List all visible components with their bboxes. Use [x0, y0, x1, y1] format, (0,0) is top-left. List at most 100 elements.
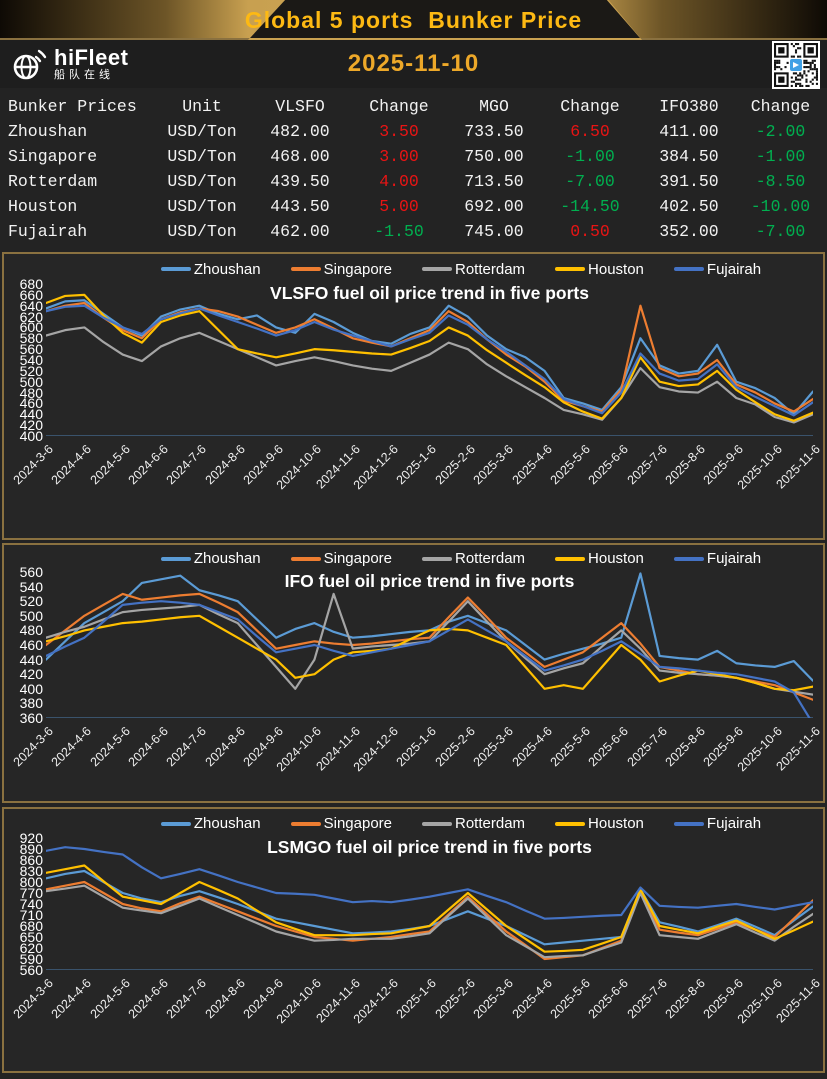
- y-tick-label: 500: [19, 373, 43, 390]
- y-tick-label: 560: [19, 962, 43, 978]
- price-cell: 462.00: [270, 222, 330, 241]
- y-tick-label: 680: [19, 918, 43, 934]
- legend-marker: [422, 556, 452, 561]
- x-tick-label: 2024-3-6: [10, 724, 56, 770]
- x-tick-label: 2025-8-6: [662, 442, 708, 488]
- change-cell: -1.50: [374, 222, 424, 241]
- y-tick-label: 460: [19, 395, 43, 412]
- x-tick-label: 2024-6-6: [125, 976, 171, 1022]
- price-cell: 745.00: [464, 222, 524, 241]
- x-tick-label: 2024-4-6: [48, 976, 95, 1022]
- column-header: Unit: [182, 97, 222, 116]
- legend-marker: [422, 821, 452, 826]
- y-tick-label: 560: [19, 564, 43, 580]
- change-cell: 4.00: [379, 172, 419, 191]
- page-title: Global 5 ports Bunker Price: [244, 7, 583, 33]
- chart-legend: Zhoushan Singapore Rotterdam Houston Fujaira…: [4, 545, 823, 572]
- legend-marker: [160, 556, 191, 561]
- chart-legend: Zhoushan Singapore Rotterdam Houston Fujaira…: [4, 254, 823, 284]
- x-tick-label: 2025-3-6: [470, 442, 517, 488]
- series-line-rotterdam: [46, 327, 813, 422]
- series-line-houston: [46, 865, 813, 951]
- subheader-bar: hiFleet 船队在线 2025-11-10: [0, 40, 827, 89]
- x-tick-label: 2025-6-6: [585, 976, 632, 1022]
- legend-label: Fujairah: [706, 260, 762, 278]
- y-tick-label: 830: [19, 863, 43, 879]
- chart-panel-ifo: Zhoushan Singapore Rotterdam Houston Fujaira…: [2, 543, 825, 803]
- legend-marker: [290, 821, 321, 826]
- x-tick-label: 2025-4-6: [509, 724, 555, 770]
- x-tick-label: 2025-5-6: [547, 724, 593, 770]
- legend-item-singapore: Singapore: [290, 550, 392, 567]
- legend-item-houston: Houston: [555, 550, 644, 567]
- x-tick-label: 2024-4-6: [48, 442, 95, 488]
- legend-item-houston: Houston: [555, 815, 644, 832]
- report-date: 2025-11-10: [347, 50, 480, 77]
- change-cell: -7.00: [755, 222, 806, 241]
- legend-item-singapore: Singapore: [290, 261, 392, 278]
- y-tick-label: 740: [19, 896, 43, 912]
- x-tick-label: 2024-7-6: [164, 442, 210, 488]
- series-line-fujairah: [46, 601, 813, 718]
- y-axis: 680 660 640 620 600 580 560 540 520 500 480 460 440 4…: [10, 277, 46, 443]
- y-tick-label: 890: [19, 841, 43, 857]
- price-cell: USD/Ton: [167, 197, 237, 216]
- change-cell: -7.00: [565, 172, 615, 191]
- x-axis: 2024-3-6 2024-4-6 2024-5-6 2024-6-6 2024-7-6…: [11, 718, 823, 799]
- column-header: Change: [560, 97, 620, 116]
- x-tick-label: 2025-4-6: [509, 442, 555, 488]
- x-tick-label: 2025-8-6: [662, 976, 708, 1022]
- column-header: IFO380: [659, 97, 719, 116]
- change-cell: 0.50: [570, 222, 610, 241]
- legend-item-zhoushan: Zhoushan: [160, 815, 261, 832]
- price-cell: USD/Ton: [167, 147, 237, 166]
- header-banner: Global 5 ports Bunker Price: [0, 0, 827, 40]
- y-tick-label: 520: [19, 593, 43, 610]
- chart-body: 560 540 520 500 480 460 440 420 400 380 360 IFO fu…: [10, 565, 823, 725]
- y-tick-label: 620: [19, 308, 43, 325]
- y-tick-label: 480: [19, 384, 43, 401]
- legend-marker: [555, 267, 586, 271]
- x-axis: 2024-3-6 2024-4-6 2024-5-6 2024-6-6 2024-7-6…: [11, 970, 823, 1069]
- legend-item-zhoushan: Zhoushan: [160, 261, 261, 278]
- y-tick-label: 420: [19, 417, 43, 434]
- x-tick-label: 2024-7-6: [164, 976, 210, 1022]
- chart-svg: [46, 838, 813, 970]
- port-name: Fujairah: [8, 222, 88, 241]
- column-header: Change: [369, 97, 429, 116]
- series-line-houston: [46, 616, 813, 690]
- change-cell: -10.00: [750, 197, 811, 216]
- series-line-singapore: [46, 594, 813, 700]
- plot-area: LSMGO fuel oil price trend in five ports: [46, 837, 813, 970]
- series-line-zhoushan: [46, 300, 813, 414]
- column-header: Change: [750, 97, 811, 116]
- y-tick-label: 360: [19, 710, 43, 726]
- x-tick-label: 2024-8-6: [202, 442, 248, 488]
- x-tick-label: 2025-7-6: [624, 442, 670, 488]
- series-line-houston: [46, 295, 813, 421]
- legend-item-fujairah: Fujairah: [673, 815, 762, 832]
- legend-label: Fujairah: [706, 815, 762, 832]
- y-tick-label: 400: [19, 680, 43, 697]
- legend-label: Zhoushan: [193, 550, 261, 567]
- x-tick-label: 2025-8-6: [662, 724, 708, 770]
- series-line-rotterdam: [46, 886, 813, 958]
- x-tick-label: 2024-6-6: [125, 442, 171, 488]
- legend-label: Houston: [588, 260, 644, 278]
- price-cell: 482.00: [270, 122, 330, 141]
- plot-area: VLSFO fuel oil price trend in five ports: [46, 283, 813, 436]
- y-tick-label: 800: [19, 874, 43, 890]
- change-cell: 3.50: [379, 122, 419, 141]
- price-cell: 384.50: [659, 147, 719, 166]
- y-tick-label: 520: [19, 362, 43, 379]
- x-tick-label: 2025-7-6: [624, 976, 670, 1022]
- y-tick-label: 540: [19, 578, 43, 595]
- x-tick-label: 2025-4-6: [509, 976, 555, 1022]
- x-tick-label: 2025-1-6: [394, 724, 440, 770]
- y-axis: 920 890 860 830 800 770 740 710 680 650 620 590 560: [10, 831, 46, 977]
- y-tick-label: 480: [19, 622, 43, 639]
- legend-item-rotterdam: Rotterdam: [422, 261, 525, 278]
- chart-panel-lsmgo: Zhoushan Singapore Rotterdam Houston Fujaira…: [2, 807, 825, 1073]
- x-tick-label: 2024-5-6: [87, 724, 133, 770]
- column-header: Bunker Prices: [8, 97, 137, 116]
